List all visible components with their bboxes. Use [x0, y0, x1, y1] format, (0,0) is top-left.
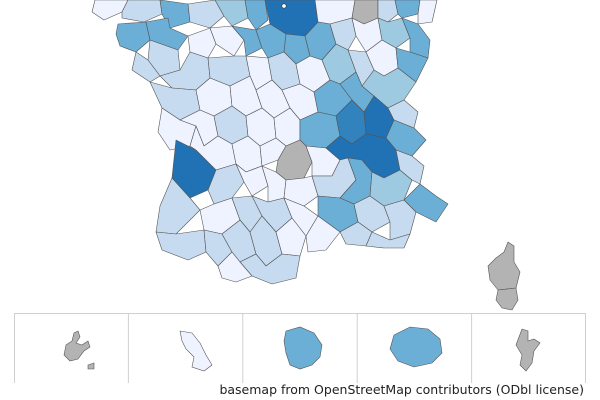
martinique-shape[interactable]: [179, 330, 213, 372]
department[interactable]: [394, 0, 421, 19]
department[interactable]: [395, 149, 425, 185]
inset-frame: [14, 313, 586, 383]
department[interactable]: [275, 217, 307, 257]
inset-mayotte[interactable]: [515, 328, 541, 372]
department[interactable]: [244, 0, 269, 31]
guyane-shape[interactable]: [283, 326, 323, 370]
department[interactable]: [121, 0, 163, 23]
inset-reunion[interactable]: [389, 326, 443, 368]
map-attribution: basemap from OpenStreetMap contributors …: [219, 382, 584, 397]
department[interactable]: [377, 0, 399, 23]
department[interactable]: [231, 25, 263, 57]
department[interactable]: [305, 215, 341, 253]
reunion-shape[interactable]: [389, 326, 443, 368]
department[interactable]: [403, 183, 449, 223]
department[interactable]: [91, 0, 129, 21]
inset-guadeloupe[interactable]: [63, 330, 95, 370]
department[interactable]: [217, 251, 253, 283]
department[interactable]: [417, 0, 438, 25]
inset-guyane[interactable]: [283, 326, 323, 370]
inset-martinique[interactable]: [179, 330, 213, 372]
mainland-departments: [91, 0, 449, 285]
overseas-inset-strip: [14, 313, 586, 383]
department[interactable]: [239, 253, 301, 285]
department[interactable]: [155, 229, 207, 261]
paris-marker-icon: [281, 3, 287, 9]
department[interactable]: [387, 99, 419, 129]
department[interactable]: [115, 21, 151, 53]
guadeloupe-shape[interactable]: [63, 330, 95, 370]
department[interactable]: [395, 47, 429, 83]
department[interactable]: [131, 51, 161, 83]
department[interactable]: [495, 287, 519, 311]
department[interactable]: [209, 25, 245, 57]
mayotte-shape[interactable]: [515, 328, 541, 372]
corsica: [487, 241, 521, 311]
department[interactable]: [187, 27, 217, 59]
department[interactable]: [187, 0, 225, 29]
department[interactable]: [487, 241, 521, 291]
department[interactable]: [365, 231, 411, 249]
department[interactable]: [329, 17, 357, 51]
department[interactable]: [214, 0, 249, 27]
